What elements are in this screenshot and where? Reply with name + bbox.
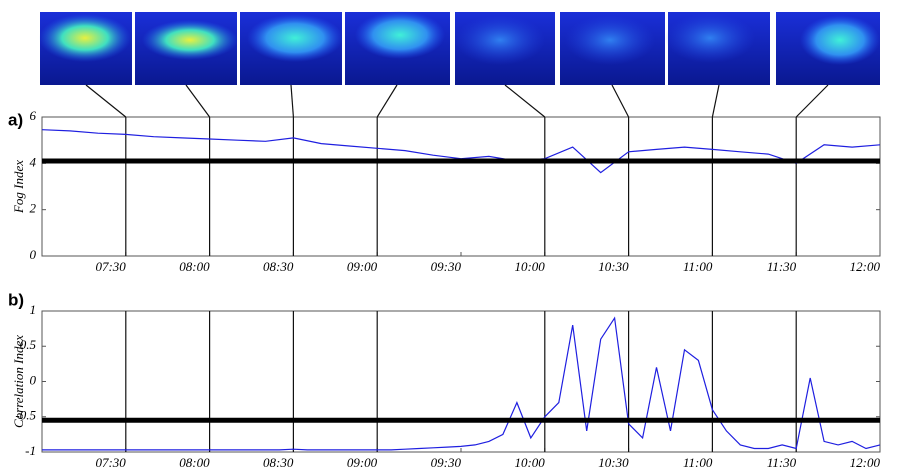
panel-label: a) [8, 110, 23, 129]
thumbnail [39, 12, 132, 85]
data-line [41, 129, 881, 174]
y-axis-title: Fog Index [11, 160, 26, 214]
x-tick-label: 12:00 [850, 259, 881, 274]
thumbnail [665, 12, 770, 85]
thumbnail [455, 12, 555, 85]
x-tick-label: 07:30 [95, 455, 126, 468]
x-tick-label: 07:30 [95, 259, 126, 274]
y-tick-label: 4 [30, 154, 37, 169]
connector [711, 84, 720, 118]
y-tick-label: 6 [30, 108, 37, 123]
connector [504, 84, 546, 118]
y-tick-label: -1 [25, 443, 36, 458]
x-tick-label: 10:00 [514, 455, 545, 468]
thumbnail [776, 12, 880, 85]
data-line [42, 316, 881, 451]
x-tick-label: 08:30 [263, 259, 294, 274]
x-tick-label: 10:30 [598, 455, 629, 468]
connector [795, 84, 829, 118]
y-axis-title: Correlation Index [11, 335, 26, 428]
x-tick-label: 11:00 [683, 455, 713, 468]
thumbnails [39, 11, 880, 85]
y-tick-label: 0 [30, 372, 37, 387]
thumbnail [135, 12, 238, 85]
x-tick-label: 12:00 [850, 455, 881, 468]
thumbnail [560, 12, 665, 85]
connector [611, 84, 630, 118]
y-tick-label: 1 [30, 302, 37, 317]
thumbnail [345, 11, 450, 85]
x-tick-label: 11:30 [767, 259, 797, 274]
x-tick-label: 09:00 [347, 259, 378, 274]
x-tick-label: 09:30 [431, 455, 462, 468]
x-tick-label: 10:00 [514, 259, 545, 274]
panel-label: b) [8, 290, 24, 309]
connector [290, 84, 294, 118]
y-tick-label: 2 [30, 201, 37, 216]
x-tick-label: 11:00 [683, 259, 713, 274]
x-tick-label: 08:30 [263, 455, 294, 468]
connector [85, 84, 127, 118]
plot-area [41, 310, 881, 453]
x-tick-label: 08:00 [179, 455, 210, 468]
x-tick-label: 09:00 [347, 455, 378, 468]
y-tick-label: 0.5 [20, 337, 37, 352]
connector [376, 84, 398, 118]
thumbnail [240, 12, 343, 85]
y-tick-label: 0 [30, 247, 37, 262]
connector [185, 84, 211, 118]
y-tick-label: -0.5 [15, 408, 36, 423]
x-tick-label: 09:30 [431, 259, 462, 274]
x-tick-label: 11:30 [767, 455, 797, 468]
x-tick-label: 10:30 [598, 259, 629, 274]
x-tick-label: 08:00 [179, 259, 210, 274]
